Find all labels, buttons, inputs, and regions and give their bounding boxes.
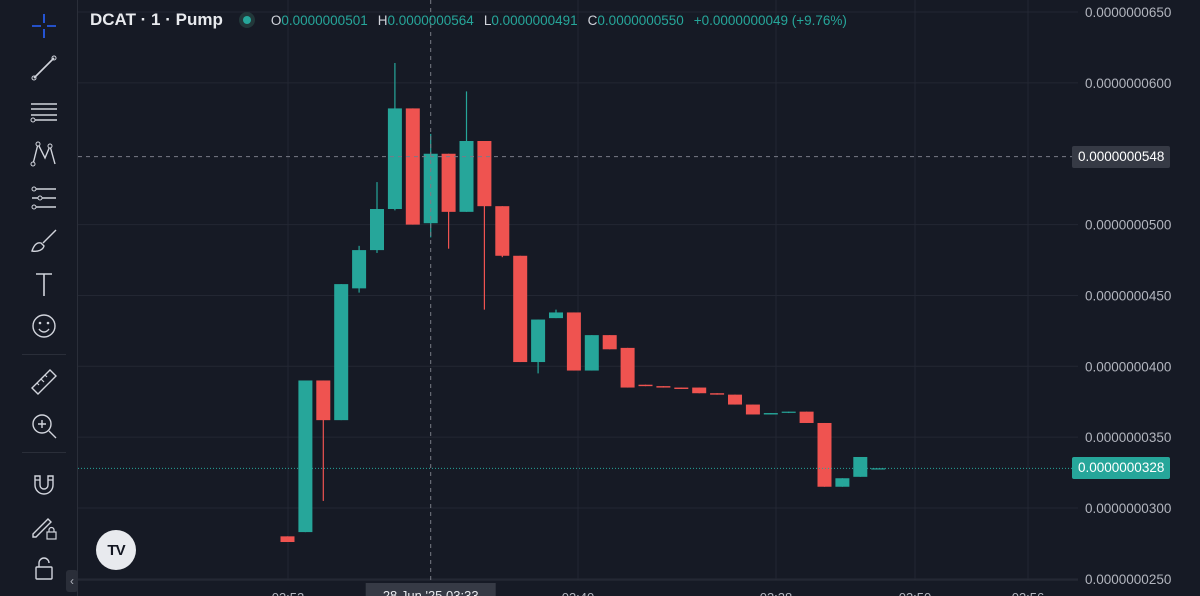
time-tick-label: 03:28	[760, 590, 793, 596]
market-status-icon[interactable]	[238, 12, 255, 28]
candle-body[interactable]	[423, 153, 438, 224]
price-tick-label: 0.0000000250	[1085, 572, 1171, 587]
candle-body[interactable]	[781, 411, 796, 413]
candle-body[interactable]	[710, 393, 725, 395]
crosshair-price-label: 0.0000000548	[1072, 145, 1171, 168]
price-tick-label: 0.0000000350	[1085, 430, 1171, 445]
candle-body[interactable]	[405, 108, 420, 225]
pattern-icon	[30, 141, 56, 167]
candle-body[interactable]	[799, 411, 814, 423]
candle-body[interactable]	[602, 335, 617, 350]
price-tick-label: 0.0000000650	[1085, 5, 1171, 20]
toolbar-separator	[22, 452, 66, 453]
magnet-tool[interactable]	[24, 464, 64, 504]
price-tick-label: 0.0000000300	[1085, 501, 1171, 516]
emoji-icon	[32, 314, 56, 338]
magnet-icon	[34, 475, 54, 495]
price-tick-label: 0.0000000500	[1085, 218, 1171, 233]
ohlc-low: L0.0000000491	[483, 12, 578, 28]
trend-line-tool[interactable]	[24, 48, 64, 88]
crosshair-time-label-bg	[365, 583, 496, 596]
candle-body[interactable]	[853, 456, 868, 477]
candle-body[interactable]	[728, 394, 742, 405]
symbol-title[interactable]: DCAT · 1 · Pump	[90, 10, 223, 29]
ohlc-open: O0.0000000501	[270, 12, 368, 28]
fib-retracement-icon	[31, 186, 56, 210]
candle-body[interactable]	[745, 404, 760, 415]
price-axis[interactable]	[1078, 0, 1200, 596]
candle-body[interactable]	[334, 284, 349, 421]
crosshair-icon	[32, 14, 56, 38]
candle-body[interactable]	[531, 319, 546, 363]
candle-body[interactable]	[513, 255, 528, 363]
trend-line-icon	[31, 55, 57, 81]
ruler-tool[interactable]	[24, 362, 64, 402]
candle-body[interactable]	[638, 384, 653, 387]
lock-drawing-icon	[32, 518, 57, 540]
zoom-in-icon	[32, 414, 57, 439]
time-tick-label: 03:50	[899, 590, 932, 596]
emoji-tool[interactable]	[24, 306, 64, 346]
toolbar-separator	[22, 354, 66, 355]
text-tool[interactable]	[24, 264, 64, 304]
ohlc-close: C0.0000000550	[587, 12, 684, 28]
drawing-toolbar	[0, 0, 78, 596]
horizontal-lines-tool[interactable]	[24, 92, 64, 132]
unlock-icon	[35, 557, 53, 580]
candle-body[interactable]	[316, 380, 331, 421]
price-tick-label: 0.0000000600	[1085, 76, 1171, 91]
candle-body[interactable]	[674, 387, 689, 389]
candle-body[interactable]	[835, 478, 850, 487]
ohlc-change: +0.0000000049 (+9.76%)	[693, 12, 847, 28]
horizontal-lines-icon	[30, 103, 57, 123]
candle-body[interactable]	[817, 422, 832, 487]
ohlc-high: H0.0000000564	[377, 12, 474, 28]
brush-icon	[31, 229, 57, 252]
time-tick-label: 03:52	[272, 590, 305, 596]
fib-retracement-tool[interactable]	[24, 178, 64, 218]
crosshair-tool[interactable]	[24, 6, 64, 46]
candle-body[interactable]	[549, 312, 563, 319]
crosshair-time-label: 28 Jun '25 03:33	[383, 588, 479, 596]
candle-body[interactable]	[477, 140, 492, 207]
candle-body[interactable]	[370, 209, 384, 251]
chart-legend: DCAT · 1 · Pump O0.0000000501 H0.0000000…	[90, 10, 851, 30]
time-tick-label: 03:40	[562, 590, 595, 596]
candle-body[interactable]	[495, 206, 510, 256]
lock-drawing-tool[interactable]	[24, 506, 64, 546]
candle-body[interactable]	[566, 312, 581, 371]
candle-body[interactable]	[584, 335, 599, 371]
brush-tool[interactable]	[24, 220, 64, 260]
candle-body[interactable]	[620, 347, 635, 388]
chart-area[interactable]: 0.0000000650 0.0000000600 0.0000000500 0.00…	[78, 0, 1200, 596]
price-tick-label: 0.0000000450	[1085, 288, 1171, 303]
candle-body[interactable]	[459, 140, 474, 212]
candle-body[interactable]	[656, 386, 671, 388]
candle-body[interactable]	[298, 380, 313, 533]
candle-body[interactable]	[280, 536, 295, 543]
pattern-tool[interactable]	[24, 134, 64, 174]
tradingview-logo[interactable]: TV	[96, 530, 136, 570]
chart-canvas[interactable]: 0.0000000650 0.0000000600 0.0000000500 0.00…	[78, 0, 1200, 596]
unlock-tool[interactable]	[24, 548, 64, 588]
zoom-in-tool[interactable]	[24, 406, 64, 446]
candle-body[interactable]	[441, 153, 456, 212]
time-tick-label: 03:56	[1012, 590, 1045, 596]
ruler-icon	[31, 369, 57, 395]
price-tick-label: 0.0000000400	[1085, 359, 1171, 374]
candle-body[interactable]	[387, 108, 402, 210]
candle-body[interactable]	[352, 250, 367, 289]
candle-body[interactable]	[871, 468, 886, 470]
candle-body[interactable]	[763, 413, 778, 415]
last-price-label: 0.0000000328	[1072, 457, 1171, 480]
text-icon	[36, 273, 52, 296]
candle-body[interactable]	[692, 387, 707, 394]
collapse-toolbar-button[interactable]: ‹	[66, 570, 78, 592]
